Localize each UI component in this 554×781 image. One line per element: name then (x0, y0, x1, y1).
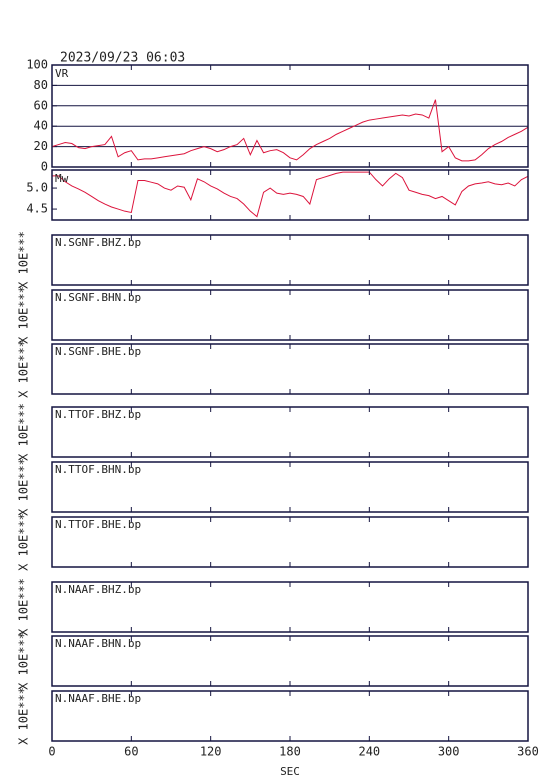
scale-label: X 10E*** (17, 403, 31, 461)
trace-label: N.NAAF.BHN.bp (55, 637, 141, 650)
panel-frame (51, 64, 529, 168)
trace-label: N.TTOF.BHZ.bp (55, 408, 141, 421)
y-tick-label: 0 (41, 160, 48, 174)
x-tick-label: 300 (438, 745, 460, 759)
y-tick-label: 4.5 (26, 202, 48, 216)
y-tick-label: 60 (34, 98, 48, 112)
x-tick-label: 120 (200, 745, 222, 759)
x-axis-label: SEC (280, 765, 300, 778)
x-tick-label: 180 (279, 745, 301, 759)
trace-label: N.NAAF.BHE.bp (55, 692, 141, 705)
chart-title: 2023/09/23 06:03 (60, 51, 185, 66)
panel-label: Mw (55, 172, 69, 185)
y-tick-label: 20 (34, 139, 48, 153)
trace-label: N.TTOF.BHN.bp (55, 463, 141, 476)
x-tick-label: 360 (517, 745, 539, 759)
x-tick-label: 0 (48, 745, 55, 759)
scale-label: X 10E*** (17, 632, 31, 690)
panel-label: VR (55, 67, 69, 80)
x-tick-label: 240 (358, 745, 380, 759)
scale-label: X 10E*** (17, 286, 31, 344)
trace-label: N.SGNF.BHN.bp (55, 291, 141, 304)
trace-line (52, 171, 529, 218)
scale-label: X 10E*** (17, 513, 31, 571)
x-tick-label: 60 (124, 745, 138, 759)
trace-label: N.SGNF.BHE.bp (55, 345, 141, 358)
trace-line (51, 99, 529, 162)
y-tick-label: 80 (34, 78, 48, 92)
scale-label: X 10E*** (17, 340, 31, 398)
trace-label: N.TTOF.BHE.bp (55, 518, 141, 531)
y-tick-label: 5.0 (26, 181, 48, 195)
trace-label: N.NAAF.BHZ.bp (55, 583, 141, 596)
panel-frame (51, 169, 529, 221)
scale-label: X 10E*** (17, 231, 31, 289)
trace-label: N.SGNF.BHZ.bp (55, 236, 141, 249)
scale-label: X 10E*** (17, 578, 31, 636)
y-tick-label: 100 (26, 58, 48, 72)
y-tick-label: 40 (34, 119, 48, 133)
scale-label: X 10E*** (17, 687, 31, 745)
scale-label: X 10E*** (17, 458, 31, 516)
